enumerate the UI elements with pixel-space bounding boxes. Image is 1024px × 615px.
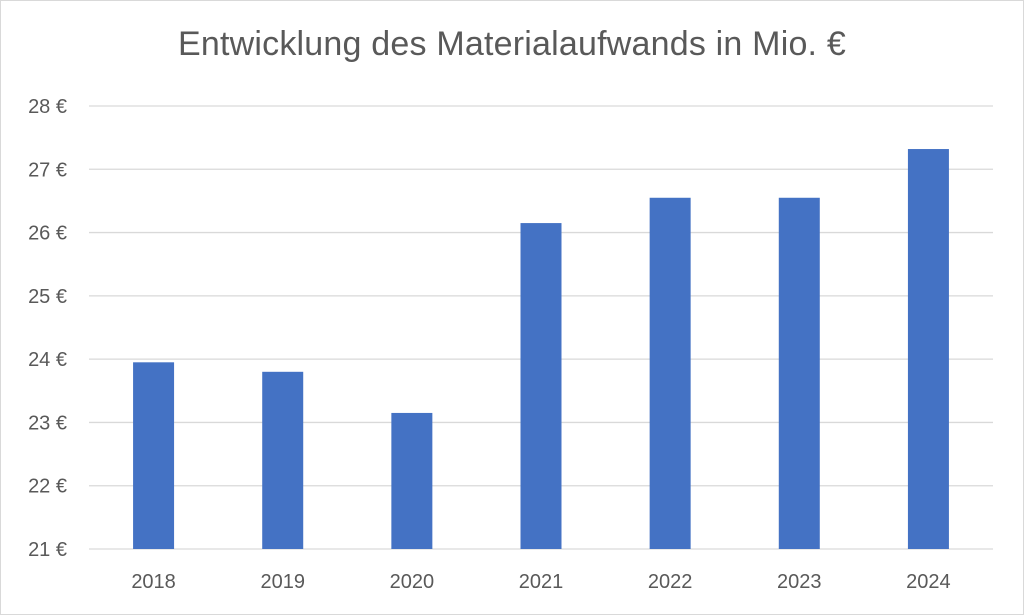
bar-2022 (649, 197, 691, 549)
x-tick-label: 2018 (131, 571, 176, 593)
x-tick-label: 2021 (519, 571, 564, 593)
y-tick-label: 25 € (28, 286, 67, 308)
bars (133, 149, 949, 550)
bar-2019 (262, 371, 304, 549)
x-axis-ticks: 2018 2019 2020 2021 2022 2023 2024 (131, 571, 950, 593)
bar-2023 (778, 197, 820, 549)
y-tick-label: 22 € (28, 476, 67, 498)
x-tick-label: 2024 (906, 571, 951, 593)
x-tick-label: 2023 (777, 571, 822, 593)
x-tick-label: 2022 (648, 571, 693, 593)
chart-title: Entwicklung des Materialaufwands in Mio.… (178, 25, 846, 63)
y-tick-label: 24 € (28, 349, 67, 371)
x-tick-label: 2019 (260, 571, 305, 593)
bar-2024 (907, 149, 949, 549)
bar-2018 (133, 362, 175, 549)
x-tick-label: 2020 (390, 571, 435, 593)
y-tick-label: 23 € (28, 412, 67, 434)
y-tick-label: 26 € (28, 223, 67, 245)
bar-2020 (391, 412, 433, 549)
y-tick-label: 21 € (28, 539, 67, 561)
y-axis-ticks: 21 € 22 € 23 € 24 € 25 € 26 € 27 € 28 € (28, 96, 67, 561)
y-tick-label: 28 € (28, 96, 67, 118)
y-tick-label: 27 € (28, 159, 67, 181)
bar-2021 (520, 223, 562, 550)
